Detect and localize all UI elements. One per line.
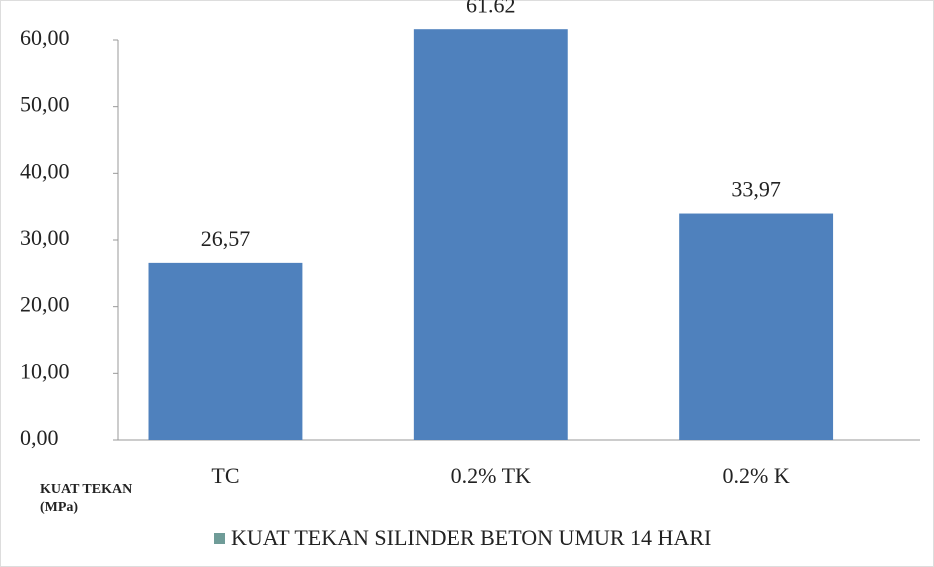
bar [148,262,303,440]
data-label: 26,57 [201,226,251,251]
data-label: 61.62 [466,0,516,17]
y-tick-label: 10,00 [20,358,70,383]
x-tick-label: 0.2% K [723,463,790,488]
y-tick-label: 40,00 [20,158,70,183]
data-label: 33,97 [731,177,781,202]
y-tick-label: 20,00 [20,292,70,317]
bar [413,29,568,440]
y-tick-label: 30,00 [20,225,70,250]
x-tick-label: 0.2% TK [451,463,531,488]
y-axis-label: (MPa) [40,500,78,515]
x-tick-label: TC [211,463,239,488]
y-tick-label: 50,00 [20,92,70,117]
y-axis-label: KUAT TEKAN [40,482,132,497]
legend-label: KUAT TEKAN SILINDER BETON UMUR 14 HARI [231,525,711,550]
legend-swatch [214,533,225,544]
y-tick-label: 60,00 [20,25,70,50]
y-tick-label: 0,00 [20,425,59,450]
bar [679,213,834,440]
